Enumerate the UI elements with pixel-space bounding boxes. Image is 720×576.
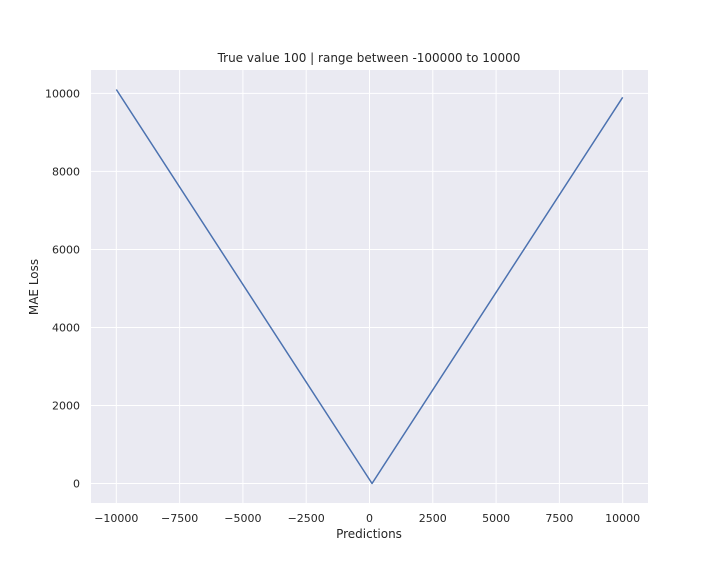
x-tick-label: 0 [366,512,373,525]
y-axis-label: MAE Loss [27,259,41,315]
y-tick-labels: 0 2000 4000 6000 8000 10000 [45,87,80,490]
y-tick-label: 0 [73,477,80,490]
x-tick-labels: −10000 −7500 −5000 −2500 0 2500 5000 7500 10000 [94,512,640,525]
y-tick-label: 10000 [45,87,80,100]
x-tick-label: 5000 [482,512,510,525]
y-tick-label: 4000 [52,321,80,334]
x-tick-label: 7500 [545,512,573,525]
x-tick-label: 10000 [605,512,640,525]
x-tick-label: 2500 [419,512,447,525]
series-line [115,89,624,485]
y-gridlines [91,92,648,484]
y-tick-label: 2000 [52,399,80,412]
x-axis-label: Predictions [336,527,402,541]
x-gridlines [115,70,624,503]
x-tick-label: −2500 [288,512,325,525]
chart-title: True value 100 | range between -100000 t… [217,51,521,65]
y-tick-label: 6000 [52,243,80,256]
x-tick-label: −10000 [94,512,138,525]
y-tick-label: 8000 [52,165,80,178]
series-group [115,89,624,485]
x-tick-label: −5000 [224,512,261,525]
x-tick-label: −7500 [161,512,198,525]
